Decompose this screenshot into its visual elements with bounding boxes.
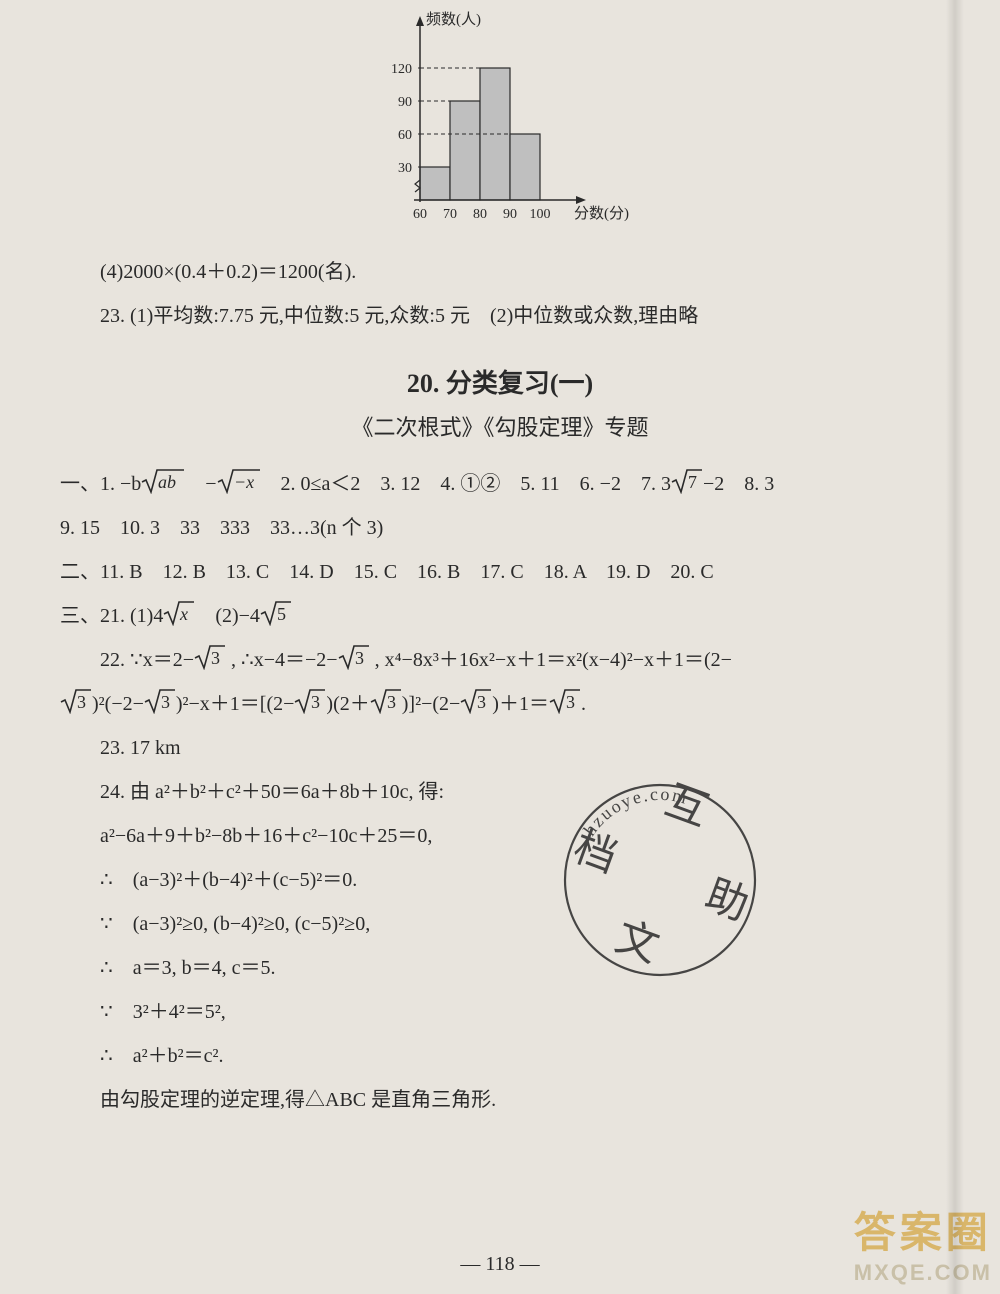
q24-6: ∵ 3²＋4²＝5², [60, 990, 940, 1034]
svg-text:120: 120 [391, 62, 412, 77]
svg-text:5: 5 [277, 604, 286, 624]
wm-l2: MXQE.COM [854, 1260, 992, 1286]
svg-text:3: 3 [161, 692, 170, 712]
secC-21-mid: (2)−4 [195, 605, 260, 627]
answer-4: (4)2000×(0.4＋0.2)＝1200(名). [60, 250, 940, 294]
svg-text:80: 80 [473, 207, 487, 222]
svg-text:3: 3 [77, 692, 86, 712]
svg-text:分数(分): 分数(分) [574, 205, 629, 222]
sec-a-line1: 一、1. −b ab −−x 2. 0≤a＜2 3. 12 4. ①② 5. 11… [60, 462, 940, 506]
svg-text:3: 3 [477, 692, 486, 712]
q24-5: ∴ a＝3, b＝4, c＝5. [60, 946, 940, 990]
q22-line1: 22. ∵x＝2−3 , ∴x−4＝−2−3 , x⁴−8x³＋16x²−x＋1… [60, 638, 940, 682]
svg-text:30: 30 [398, 161, 412, 176]
svg-text:频数(人): 频数(人) [426, 11, 481, 28]
q23: 23. 17 km [60, 726, 940, 770]
histogram-svg: 30 60 90 120 60 70 80 90 100 频数(人) 分数(分) [350, 10, 650, 235]
secC-21-pre: 三、21. (1)4 [60, 605, 163, 627]
page-number: — 118 — [0, 1253, 1000, 1276]
secA-rest: 2. 0≤a＜2 3. 12 4. ①② 5. 11 6. −2 7. 3 [261, 473, 671, 495]
svg-text:x: x [179, 604, 188, 624]
section-subtitle: 《二次根式》《勾股定理》专题 [60, 410, 940, 442]
histogram-chart: 30 60 90 120 60 70 80 90 100 频数(人) 分数(分) [60, 10, 940, 240]
secA-mid: − [185, 473, 216, 495]
bottom-watermark: 答案圈 MXQE.COM [854, 1199, 992, 1286]
answer-23-1: 23. (1)平均数:7.75 元,中位数:5 元,众数:5 元 (2)中位数或… [60, 294, 940, 338]
q24-1: 24. 由 a²＋b²＋c²＋50＝6a＋8b＋10c, 得: [60, 770, 940, 814]
q24-7: ∴ a²＋b²＝c². [60, 1034, 940, 1078]
secA-pre: 一、1. −b [60, 473, 141, 495]
q24-2: a²−6a＋9＋b²−8b＋16＋c²−10c＋25＝0, [60, 814, 940, 858]
svg-text:ab: ab [158, 472, 176, 492]
svg-text:3: 3 [211, 648, 220, 668]
svg-text:3: 3 [311, 692, 320, 712]
svg-text:90: 90 [503, 207, 517, 222]
sec-a-line2: 9. 15 10. 3 33 333 33…3(n 个 3) [60, 506, 940, 550]
svg-text:7: 7 [688, 472, 697, 492]
svg-text:90: 90 [398, 95, 412, 110]
wm-l1: 答案圈 [854, 1199, 992, 1260]
svg-text:3: 3 [355, 648, 364, 668]
q24-8: 由勾股定理的逆定理,得△ABC 是直角三角形. [60, 1078, 940, 1122]
sec-b: 二、11. B 12. B 13. C 14. D 15. C 16. B 17… [60, 550, 940, 594]
svg-text:60: 60 [413, 207, 427, 222]
secA-rest2: −2 8. 3 [703, 473, 774, 495]
sec-c-21: 三、21. (1)4 x (2)−4 5 [60, 594, 940, 638]
svg-text:70: 70 [443, 207, 457, 222]
section-title: 20. 分类复习(一) [60, 363, 940, 400]
svg-text:3: 3 [387, 692, 396, 712]
svg-text:3: 3 [566, 692, 575, 712]
svg-text:60: 60 [398, 128, 412, 143]
q24-3: ∴ (a−3)²＋(b−4)²＋(c−5)²＝0. [60, 858, 940, 902]
svg-text:−x: −x [234, 472, 254, 492]
q24-4: ∵ (a−3)²≥0, (b−4)²≥0, (c−5)²≥0, [60, 902, 940, 946]
svg-text:100: 100 [530, 207, 551, 222]
q22-line2: 3)²(−2−3)²−x＋1＝[(2−3)(2＋3)]²−(2−3)＋1＝3. [60, 682, 940, 726]
